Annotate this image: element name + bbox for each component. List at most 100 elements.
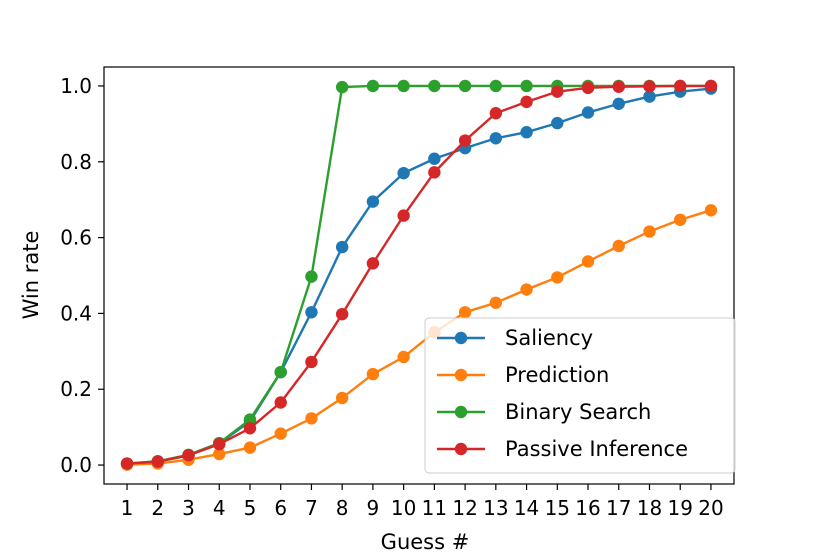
data-point bbox=[674, 79, 687, 93]
data-point bbox=[305, 355, 318, 369]
y-tick-label: 0.8 bbox=[60, 150, 92, 174]
x-tick-label: 1 bbox=[121, 496, 134, 520]
data-point bbox=[397, 79, 410, 93]
legend-box bbox=[424, 317, 736, 474]
data-point bbox=[243, 441, 257, 454]
data-point bbox=[643, 90, 656, 103]
legend-marker bbox=[454, 368, 468, 382]
data-point bbox=[551, 271, 564, 284]
data-point bbox=[458, 134, 472, 147]
data-point bbox=[305, 270, 318, 283]
x-tick-label: 10 bbox=[391, 496, 416, 520]
x-tick-label: 19 bbox=[667, 496, 692, 520]
data-point bbox=[704, 204, 718, 217]
x-axis-ticks: 1 2 3 4 5 6 7 8 9 10 11 12 13 14 15 16 17 18 19 20 bbox=[121, 484, 724, 520]
data-point bbox=[274, 396, 287, 409]
legend-label: Passive Inference bbox=[505, 437, 688, 461]
x-tick-label: 5 bbox=[244, 496, 257, 520]
y-tick-label: 1.0 bbox=[60, 74, 92, 98]
data-point bbox=[213, 447, 226, 461]
data-point bbox=[551, 85, 564, 98]
data-point bbox=[428, 166, 441, 179]
y-tick-label: 0.4 bbox=[60, 301, 92, 325]
data-point bbox=[643, 225, 656, 238]
x-tick-label: 15 bbox=[545, 496, 570, 520]
x-tick-label: 9 bbox=[367, 496, 380, 520]
data-point bbox=[643, 80, 656, 93]
legend-marker bbox=[454, 405, 468, 419]
y-tick-label: 0.0 bbox=[60, 453, 92, 477]
data-point bbox=[520, 79, 533, 93]
data-point bbox=[704, 79, 718, 93]
data-point bbox=[151, 455, 164, 468]
data-point bbox=[243, 413, 257, 426]
data-point bbox=[520, 126, 533, 139]
legend: Saliency Prediction Binary Search Passive I… bbox=[424, 317, 736, 474]
data-point bbox=[612, 239, 625, 253]
data-point bbox=[612, 97, 625, 110]
data-point bbox=[458, 79, 472, 93]
data-point bbox=[489, 132, 503, 145]
data-point bbox=[182, 448, 195, 462]
data-point bbox=[120, 457, 134, 470]
legend-label: Prediction bbox=[505, 363, 609, 387]
data-point bbox=[213, 437, 226, 451]
data-point bbox=[581, 255, 595, 268]
data-point bbox=[305, 306, 318, 319]
x-tick-label: 13 bbox=[483, 496, 508, 520]
x-tick-label: 12 bbox=[452, 496, 477, 520]
data-point bbox=[581, 81, 595, 95]
data-point bbox=[428, 152, 441, 165]
data-point bbox=[458, 306, 472, 319]
x-axis-label: Guess # bbox=[381, 530, 470, 554]
data-point bbox=[335, 391, 349, 405]
y-tick-label: 0.2 bbox=[60, 377, 92, 401]
data-point bbox=[335, 80, 349, 94]
data-point bbox=[274, 427, 287, 440]
y-axis-label: Win rate bbox=[19, 231, 43, 320]
x-tick-label: 16 bbox=[575, 496, 600, 520]
data-point bbox=[366, 79, 380, 93]
x-tick-label: 3 bbox=[182, 496, 195, 520]
data-point bbox=[366, 367, 380, 381]
legend-marker bbox=[454, 331, 468, 345]
data-point bbox=[551, 116, 564, 130]
y-tick-label: 0.6 bbox=[60, 226, 92, 250]
x-tick-label: 17 bbox=[606, 496, 631, 520]
data-point bbox=[397, 209, 410, 222]
data-point bbox=[335, 307, 349, 321]
data-point bbox=[489, 79, 503, 93]
data-point bbox=[489, 296, 503, 309]
y-axis-ticks: 0.0 0.2 0.4 0.6 0.8 1.0 bbox=[60, 74, 104, 477]
data-point bbox=[581, 106, 595, 119]
x-tick-label: 18 bbox=[637, 496, 662, 520]
legend-label: Binary Search bbox=[505, 400, 651, 424]
x-tick-label: 8 bbox=[336, 496, 349, 520]
data-point bbox=[397, 166, 410, 180]
x-tick-label: 2 bbox=[151, 496, 164, 520]
data-point bbox=[520, 283, 533, 296]
series-passive-inference bbox=[120, 79, 718, 470]
x-tick-label: 11 bbox=[422, 496, 447, 520]
data-point bbox=[335, 240, 349, 254]
data-point bbox=[612, 80, 625, 93]
data-point bbox=[428, 79, 441, 93]
data-point bbox=[243, 422, 257, 435]
x-tick-label: 20 bbox=[698, 496, 723, 520]
legend-label: Saliency bbox=[505, 326, 593, 350]
data-point bbox=[305, 412, 318, 425]
legend-marker bbox=[454, 442, 468, 456]
data-point bbox=[274, 365, 287, 379]
data-point bbox=[520, 95, 533, 109]
series-layer bbox=[120, 79, 718, 471]
x-tick-label: 14 bbox=[514, 496, 539, 520]
data-point bbox=[674, 213, 687, 226]
data-point bbox=[366, 257, 380, 270]
data-point bbox=[366, 195, 380, 208]
x-tick-label: 7 bbox=[305, 496, 318, 520]
x-tick-label: 6 bbox=[274, 496, 287, 520]
plot-frame bbox=[103, 66, 735, 485]
x-tick-label: 4 bbox=[213, 496, 226, 520]
data-point bbox=[489, 107, 503, 120]
